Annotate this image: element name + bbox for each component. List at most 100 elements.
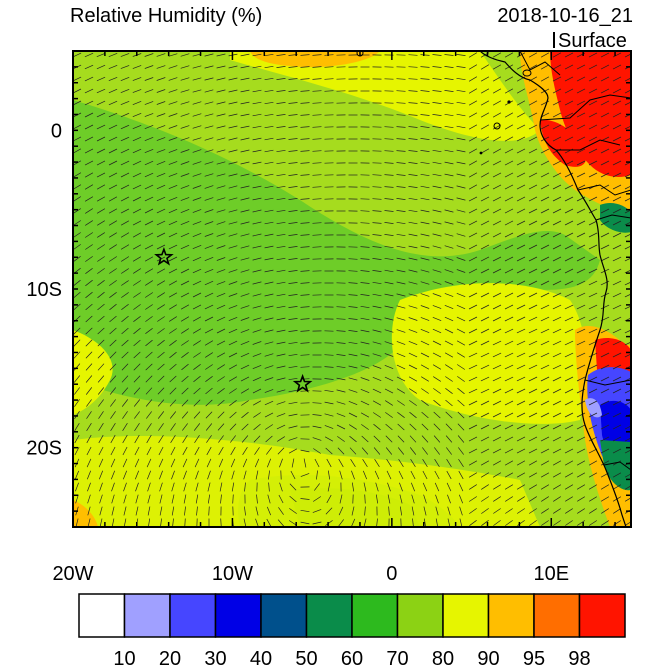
wind-vector — [444, 197, 454, 201]
wind-vector — [133, 327, 141, 335]
wind-vector — [192, 328, 202, 334]
wind-vector — [480, 88, 490, 94]
wind-vector — [504, 292, 514, 298]
wind-vector — [564, 400, 574, 406]
wind-vector — [492, 112, 502, 118]
wind-vector — [277, 436, 285, 442]
wind-vector — [205, 364, 213, 370]
wind-vector — [432, 328, 442, 334]
country-border — [519, 51, 631, 471]
wind-vector — [396, 233, 406, 237]
wind-vector — [192, 197, 202, 201]
wind-vector — [600, 64, 610, 70]
wind-vector — [276, 329, 286, 333]
wind-vector — [480, 340, 490, 346]
wind-vector — [86, 458, 92, 468]
wind-vector — [468, 184, 478, 190]
wind-vector — [146, 411, 152, 419]
wind-vector — [183, 494, 187, 504]
wind-vector — [217, 399, 225, 407]
wind-vector — [408, 340, 418, 346]
wind-vector — [588, 460, 598, 466]
wind-vector — [144, 244, 154, 250]
wind-vector — [457, 435, 465, 443]
wind-vector — [363, 518, 367, 527]
wind-vector — [384, 281, 394, 285]
wind-vector — [206, 458, 212, 468]
wind-vector — [108, 124, 118, 130]
wind-vector — [372, 210, 382, 212]
wind-vector — [120, 100, 130, 106]
wind-vector — [420, 185, 430, 189]
wind-vector — [588, 256, 598, 262]
wind-vector — [300, 498, 310, 500]
wind-vector — [135, 494, 139, 504]
wind-vector — [264, 197, 274, 201]
wind-vector — [288, 425, 298, 429]
wind-vector — [87, 506, 91, 516]
wind-vector — [588, 64, 598, 70]
wind-vector — [157, 304, 165, 310]
wind-vector — [168, 65, 178, 69]
wind-vector — [240, 101, 250, 105]
wind-vector — [192, 268, 202, 274]
wind-vector — [420, 150, 430, 152]
wind-vector — [181, 352, 189, 358]
wind-vector — [216, 352, 226, 358]
wind-vector — [156, 65, 166, 69]
wind-vector — [192, 185, 202, 189]
wind-vector — [492, 52, 502, 58]
wind-vector — [528, 376, 538, 382]
wind-vector — [492, 160, 502, 166]
wind-vector — [468, 364, 478, 370]
wind-vector — [288, 174, 298, 176]
wind-vector — [264, 281, 274, 285]
wind-vector — [300, 473, 310, 477]
wind-vector — [576, 256, 586, 262]
wind-vector — [432, 281, 442, 285]
wind-vector — [217, 376, 225, 382]
wind-vector — [312, 90, 322, 92]
wind-vector — [408, 138, 418, 140]
wind-vector — [564, 460, 574, 466]
wind-vector — [300, 509, 310, 513]
wind-vector — [156, 89, 166, 93]
wind-vector — [612, 268, 622, 274]
wind-vector — [216, 209, 226, 213]
wind-vector — [504, 352, 514, 358]
wind-vector — [121, 268, 129, 274]
wind-vector — [276, 245, 286, 249]
wind-vector — [268, 470, 270, 480]
wind-vector — [456, 125, 466, 129]
wind-vector — [336, 306, 346, 308]
wind-vector — [492, 460, 502, 466]
wind-vector — [564, 412, 574, 418]
wind-vector — [253, 435, 261, 443]
wind-vector — [386, 459, 392, 467]
wind-vector — [122, 446, 128, 456]
wind-vector — [600, 496, 610, 502]
wind-vector — [193, 340, 201, 346]
wind-vector — [85, 291, 93, 299]
wind-vector — [372, 341, 382, 345]
wind-vector — [145, 316, 153, 322]
wind-vector — [276, 161, 286, 165]
wind-vector — [576, 112, 586, 118]
wind-vector — [516, 100, 526, 106]
wind-vector — [276, 377, 286, 381]
wind-vector — [204, 113, 214, 117]
wind-vector — [99, 494, 103, 504]
wind-vector — [408, 233, 418, 237]
wind-vector — [528, 400, 538, 406]
wind-vector — [288, 413, 298, 417]
wind-vector — [228, 269, 238, 273]
wind-vector — [540, 472, 550, 478]
wind-vector — [528, 292, 538, 298]
wind-vector — [180, 220, 190, 226]
wind-vector — [144, 77, 154, 81]
wind-vector — [420, 317, 430, 321]
wind-vector — [252, 221, 262, 225]
wind-vector — [264, 269, 274, 273]
wind-vector — [97, 315, 105, 323]
wind-vector — [432, 149, 442, 153]
